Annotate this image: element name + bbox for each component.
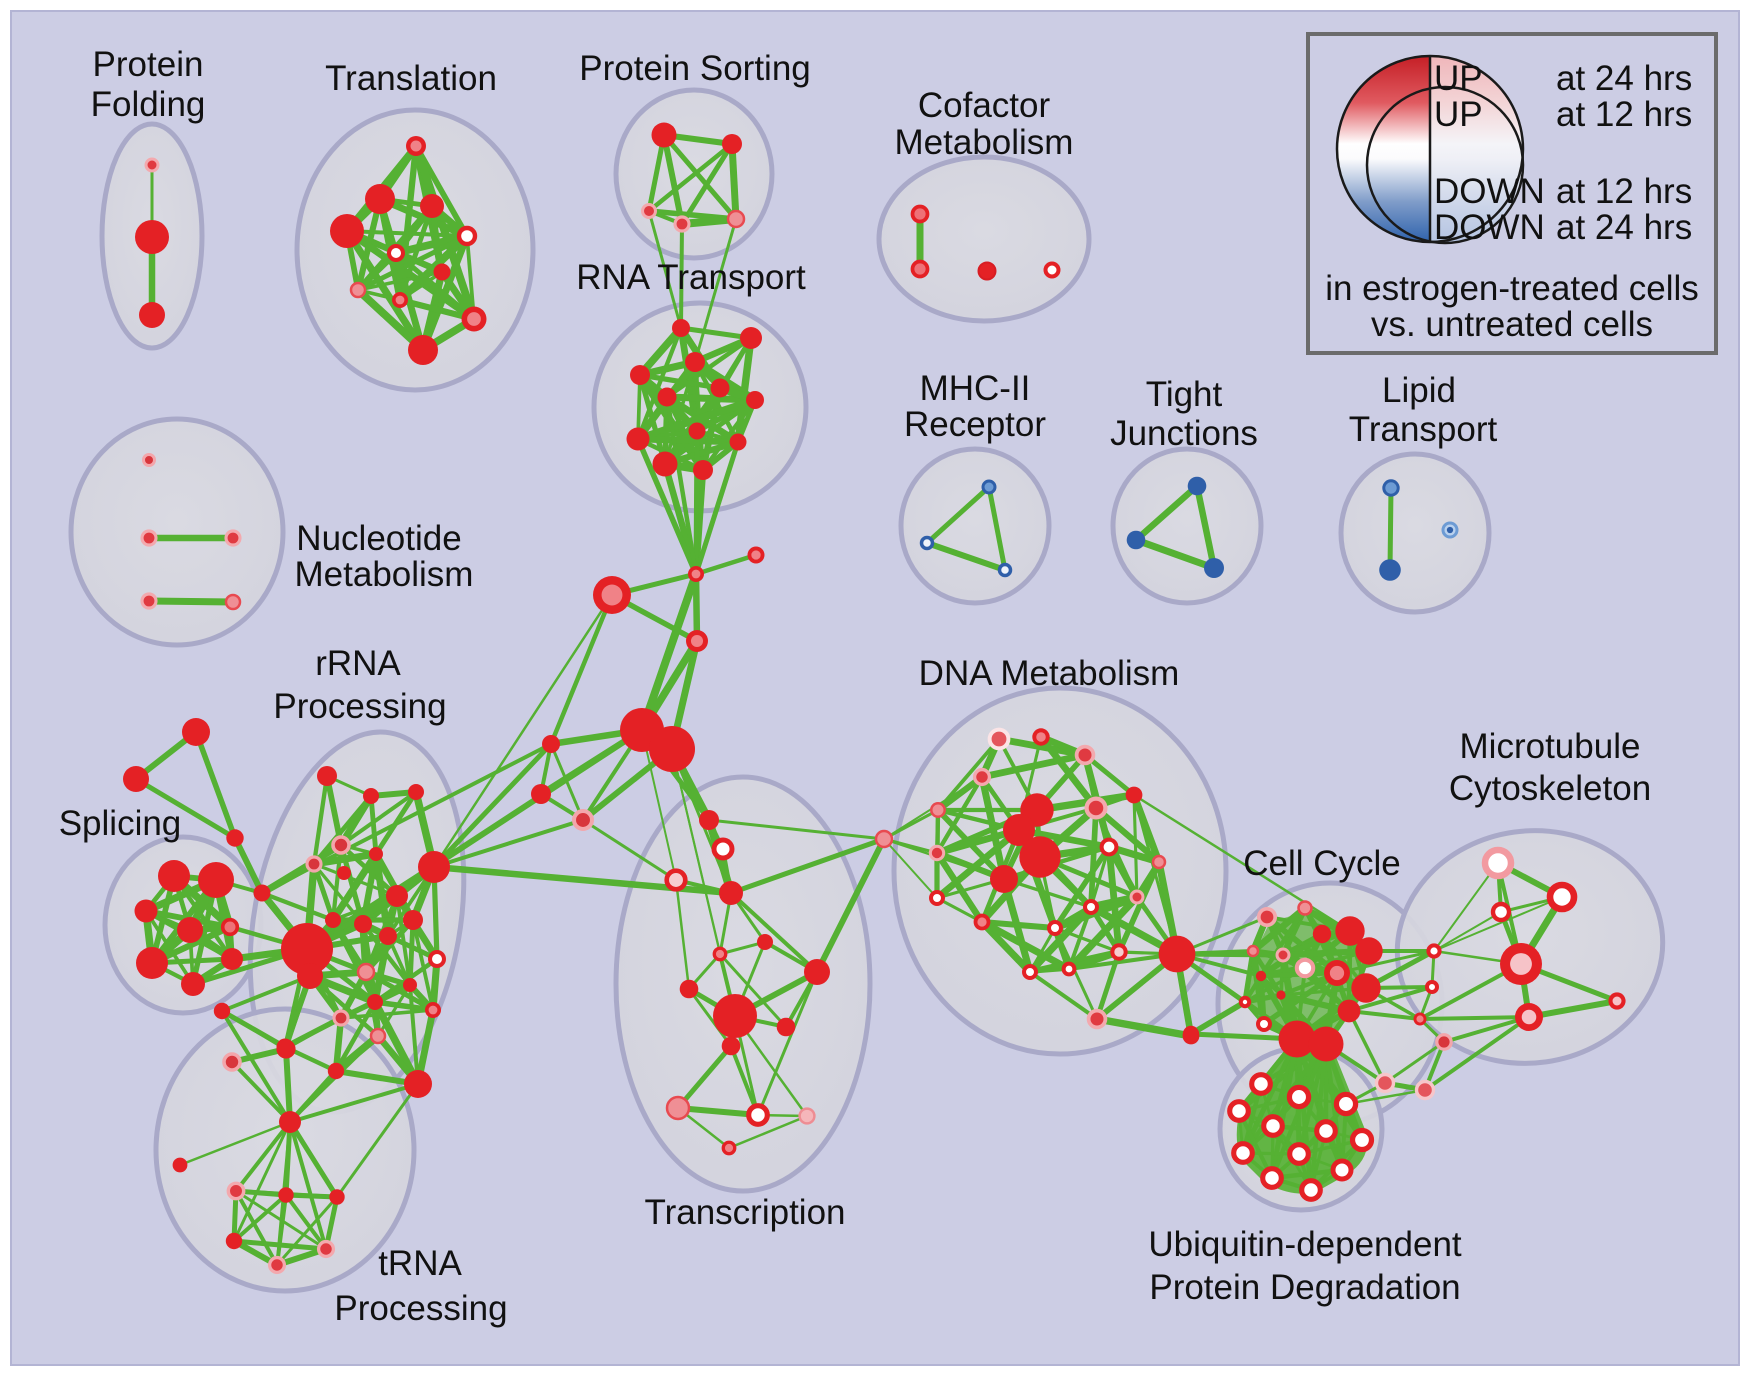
svg-text:Transcription: Transcription (645, 1193, 846, 1232)
svg-text:Metabolism: Metabolism (895, 123, 1074, 162)
svg-text:DNA Metabolism: DNA Metabolism (919, 654, 1180, 693)
svg-text:Lipid: Lipid (1382, 371, 1456, 410)
svg-text:Transport: Transport (1349, 410, 1498, 449)
svg-text:rRNA: rRNA (315, 644, 401, 683)
svg-text:Ubiquitin-dependent: Ubiquitin-dependent (1148, 1225, 1462, 1264)
svg-text:Cell Cycle: Cell Cycle (1243, 844, 1401, 883)
svg-text:UP: UP (1434, 59, 1483, 98)
svg-text:Translation: Translation (325, 59, 497, 98)
svg-text:Junctions: Junctions (1110, 414, 1258, 453)
svg-text:Processing: Processing (334, 1289, 507, 1328)
svg-text:Tight: Tight (1146, 375, 1223, 414)
svg-text:RNA Transport: RNA Transport (576, 258, 806, 297)
svg-text:Processing: Processing (273, 687, 446, 726)
svg-text:at 12 hrs: at 12 hrs (1556, 172, 1692, 211)
svg-text:Protein: Protein (93, 45, 204, 84)
svg-text:Folding: Folding (91, 85, 206, 124)
svg-text:MHC-II: MHC-II (920, 369, 1031, 408)
svg-text:at 24 hrs: at 24 hrs (1556, 59, 1692, 98)
svg-text:at 24 hrs: at 24 hrs (1556, 208, 1692, 247)
svg-text:vs. untreated cells: vs. untreated cells (1371, 305, 1653, 344)
svg-text:Microtubule: Microtubule (1460, 727, 1641, 766)
svg-text:DOWN: DOWN (1434, 208, 1545, 247)
svg-text:UP: UP (1434, 95, 1483, 134)
svg-text:Protein Sorting: Protein Sorting (579, 49, 811, 88)
svg-text:tRNA: tRNA (378, 1244, 462, 1283)
svg-text:Cofactor: Cofactor (918, 86, 1051, 125)
svg-text:Protein Degradation: Protein Degradation (1149, 1268, 1460, 1307)
svg-text:Receptor: Receptor (904, 405, 1046, 444)
svg-text:at 12 hrs: at 12 hrs (1556, 95, 1692, 134)
svg-text:Nucleotide: Nucleotide (296, 519, 461, 558)
svg-text:Splicing: Splicing (59, 804, 182, 843)
svg-text:in estrogen-treated cells: in estrogen-treated cells (1325, 269, 1699, 308)
svg-text:DOWN: DOWN (1434, 172, 1545, 211)
svg-text:Metabolism: Metabolism (295, 555, 474, 594)
svg-text:Cytoskeleton: Cytoskeleton (1449, 769, 1651, 808)
